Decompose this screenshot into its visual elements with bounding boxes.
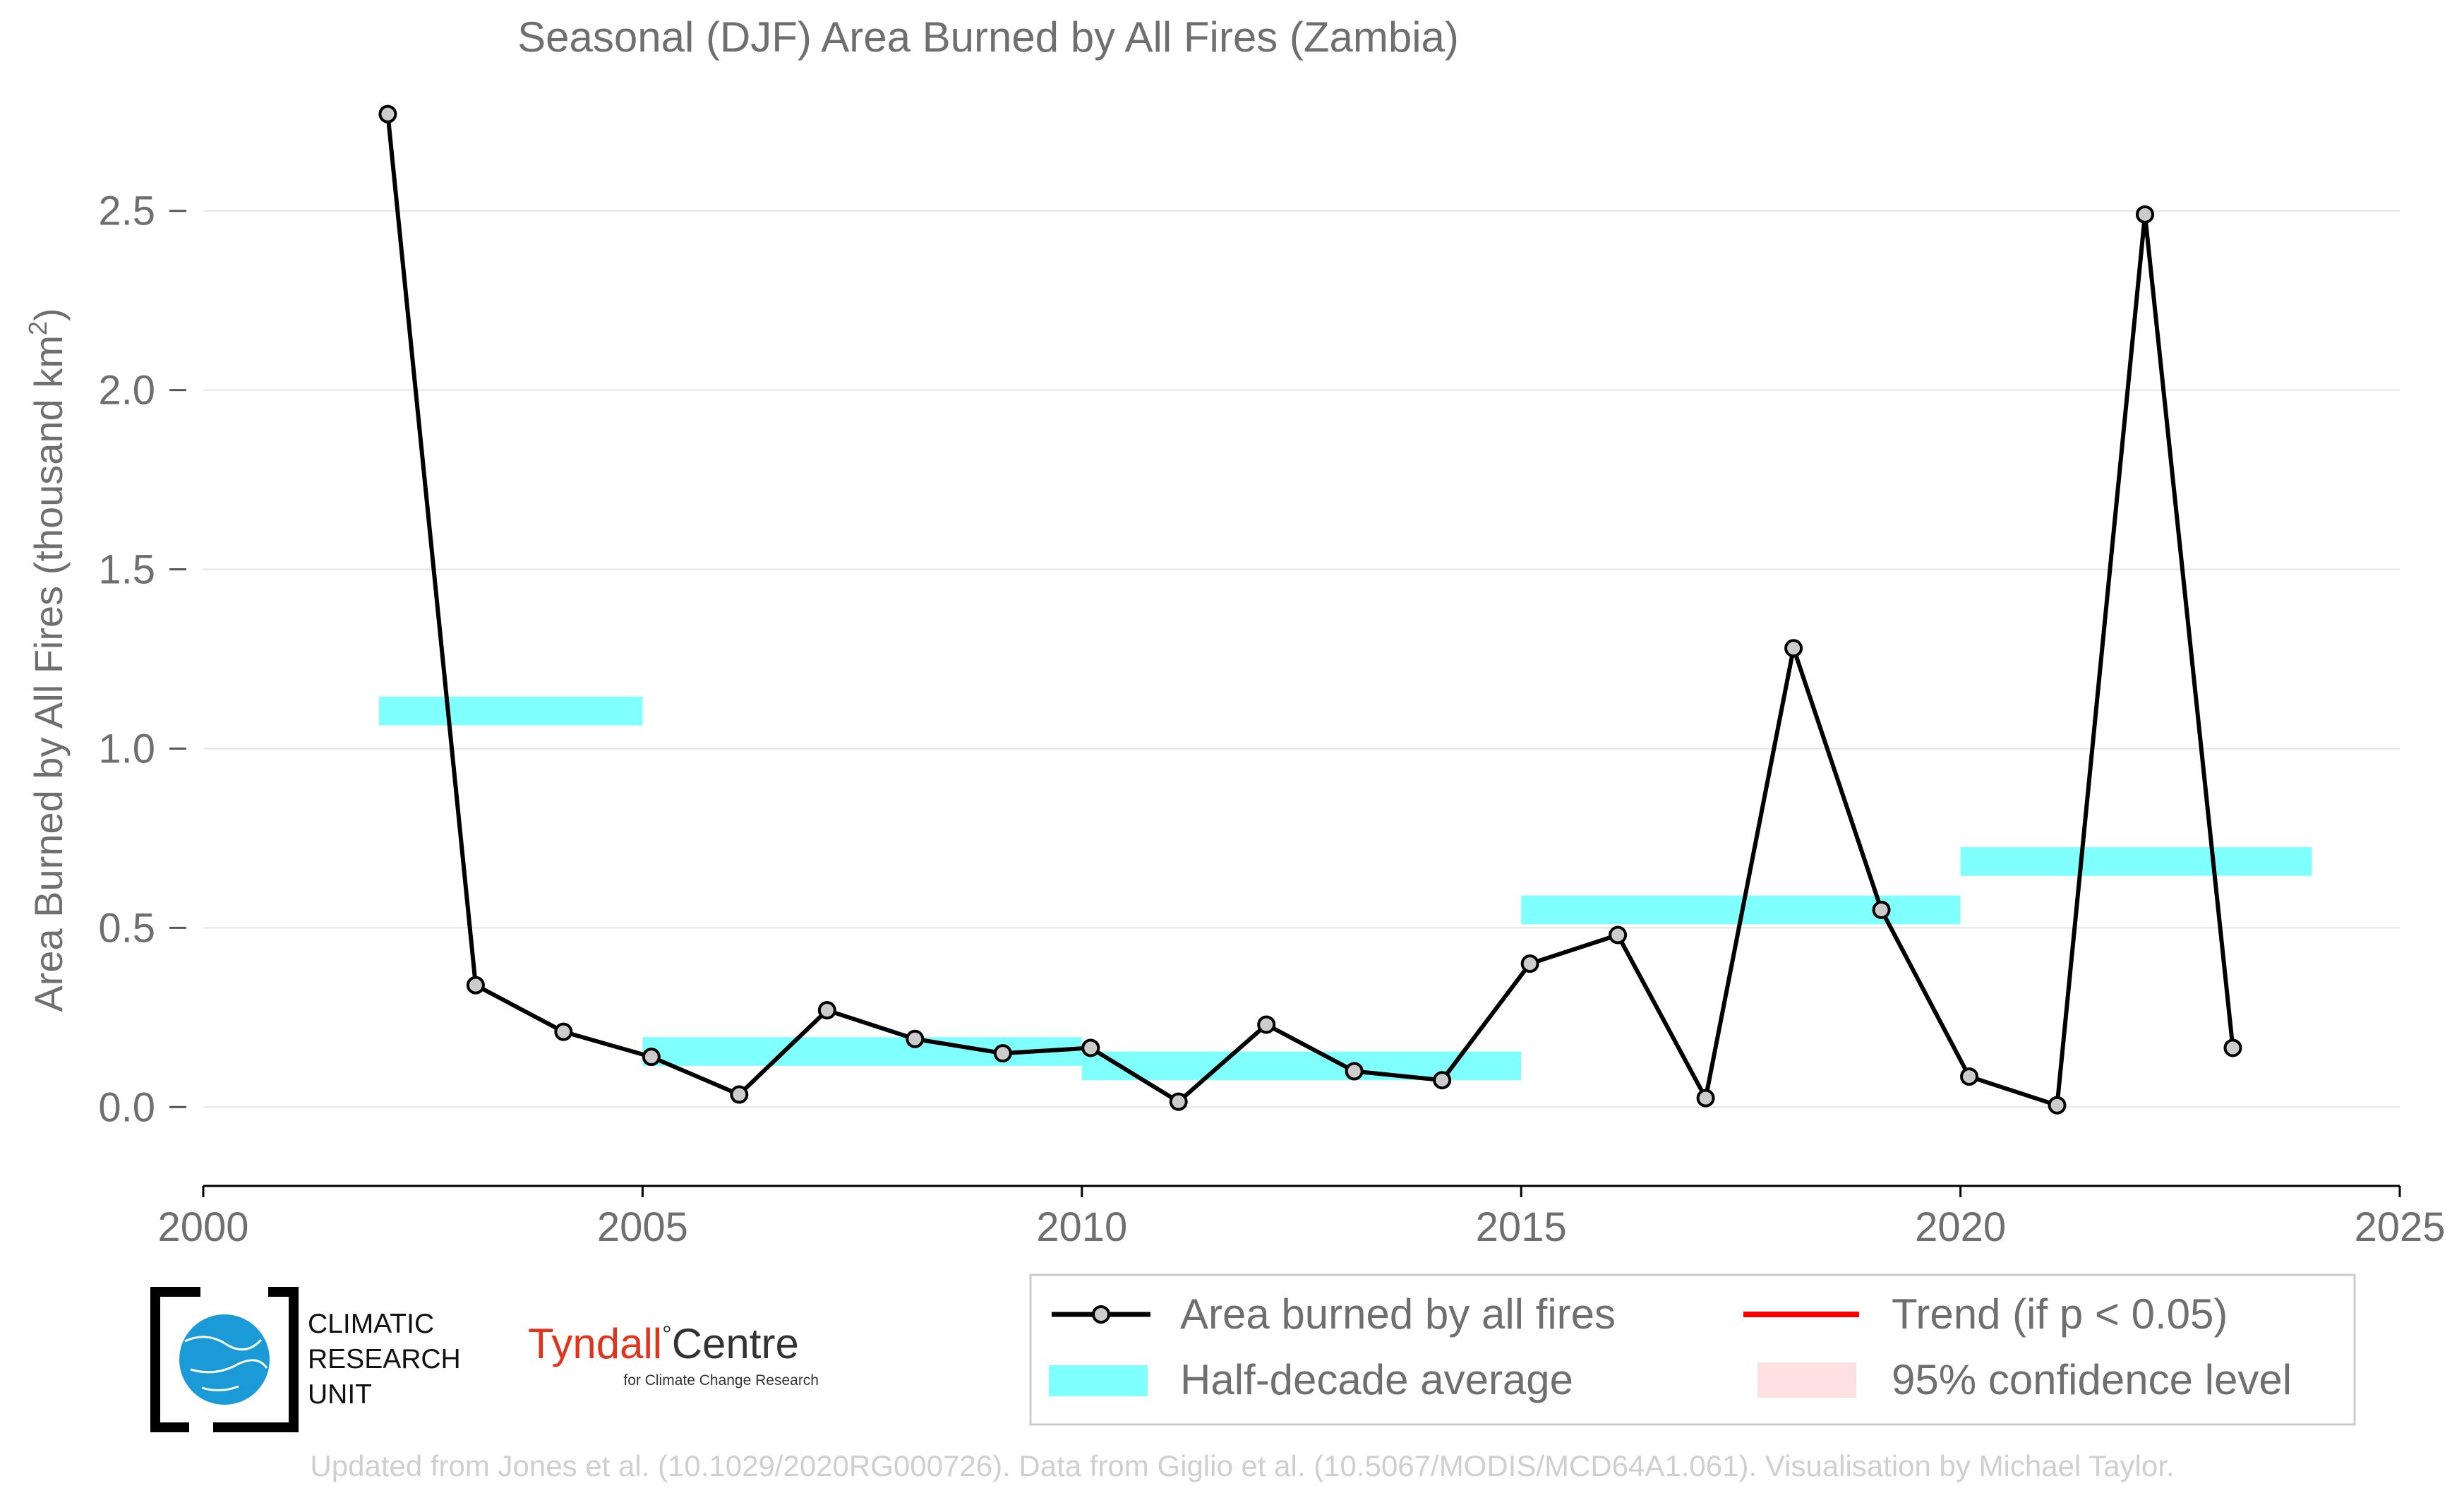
data-point (1872, 900, 1891, 919)
data-point (1257, 1015, 1276, 1034)
x-tick-label: 2005 (597, 1204, 688, 1250)
x-tick-label: 2010 (1036, 1204, 1127, 1250)
legend-swatch-half-decade (1049, 1365, 1148, 1396)
data-point (554, 1022, 573, 1041)
legend: Area burned by all fires Trend (if p < 0… (1029, 1273, 2356, 1426)
data-point (466, 976, 485, 995)
data-point (1345, 1062, 1364, 1081)
y-tick-label: 0.5 (98, 905, 155, 951)
legend-label-confidence: 95% confidence level (1892, 1356, 2292, 1403)
tyndall-logo-subtitle: for Climate Change Research (623, 1372, 819, 1389)
x-tick-label: 2000 (157, 1204, 248, 1250)
series-line (385, 114, 2235, 1108)
data-point (906, 1029, 925, 1048)
cru-logo-bracket-right (213, 1287, 299, 1432)
legend-swatch-area-burned-marker (1092, 1305, 1110, 1324)
x-tick-label: 2025 (2354, 1204, 2445, 1250)
y-axis-label-main: Area Burned by All Fires (thousand km (26, 335, 71, 1012)
half-decade-band (378, 696, 643, 726)
cru-line-2: RESEARCH (308, 1344, 461, 1374)
tyndall-logo-centre: Centre (672, 1320, 799, 1367)
legend-box (1029, 1273, 2356, 1426)
data-point (993, 1044, 1012, 1063)
data-point (642, 1048, 661, 1067)
y-tick-label: 0.0 (98, 1084, 155, 1130)
data-point (1696, 1089, 1715, 1108)
half-decade-averages (378, 696, 2312, 1081)
x-ticks: 2000 2005 2010 2015 2020 2025 (157, 1186, 2446, 1250)
cru-logo-bracket-left (150, 1287, 200, 1432)
gridlines (203, 210, 2400, 1108)
data-point (817, 1001, 836, 1020)
y-tick-label: 2.0 (98, 368, 155, 414)
y-axis-label-sup: 2 (23, 321, 52, 335)
x-tick-label: 2015 (1476, 1204, 1567, 1250)
y-axis-label: Area Burned by All Fires (thousand km2) (23, 308, 71, 1012)
cru-logo: CLIMATIC RESEARCH UNIT (150, 1287, 461, 1432)
data-point (1433, 1071, 1452, 1090)
data-point (1081, 1038, 1100, 1057)
cru-line-3: UNIT (308, 1379, 372, 1410)
y-ticks: 0.0 0.5 1.0 1.5 2.0 2.5 (98, 188, 186, 1130)
data-point (1609, 925, 1628, 945)
data-point (378, 104, 397, 124)
tyndall-logo-degree: ° (662, 1321, 672, 1348)
data-point (2136, 205, 2155, 224)
data-point (730, 1085, 749, 1104)
x-tick-label: 2020 (1915, 1204, 2006, 1250)
data-series (378, 104, 2242, 1115)
data-point (2223, 1038, 2242, 1057)
tyndall-logo: Tyndall°Centre for Climate Change Resear… (528, 1320, 819, 1389)
half-decade-band (1960, 847, 2312, 876)
data-point (1960, 1067, 1979, 1086)
legend-label-trend: Trend (if p < 0.05) (1892, 1290, 2228, 1338)
globe-icon-detail (184, 1336, 268, 1391)
chart-title: Seasonal (DJF) Area Burned by All Fires … (517, 13, 1459, 61)
data-point (1169, 1092, 1188, 1111)
y-axis-label-close: ) (26, 308, 71, 321)
footer-credit: Updated from Jones et al. (10.1029/2020R… (310, 1449, 2174, 1482)
cru-line-1: CLIMATIC (308, 1309, 434, 1339)
tyndall-logo-title: Tyndall°Centre (528, 1320, 799, 1367)
y-tick-label: 1.5 (98, 547, 155, 593)
y-tick-label: 1.0 (98, 726, 155, 772)
data-point (2048, 1096, 2067, 1115)
y-tick-label: 2.5 (98, 188, 155, 234)
data-point (1784, 639, 1803, 658)
tyndall-logo-main: Tyndall (528, 1320, 662, 1367)
legend-label-half-decade: Half-decade average (1180, 1356, 1573, 1403)
legend-swatch-confidence (1757, 1362, 1856, 1398)
data-point (1520, 954, 1539, 973)
legend-label-area-burned: Area burned by all fires (1180, 1290, 1616, 1338)
